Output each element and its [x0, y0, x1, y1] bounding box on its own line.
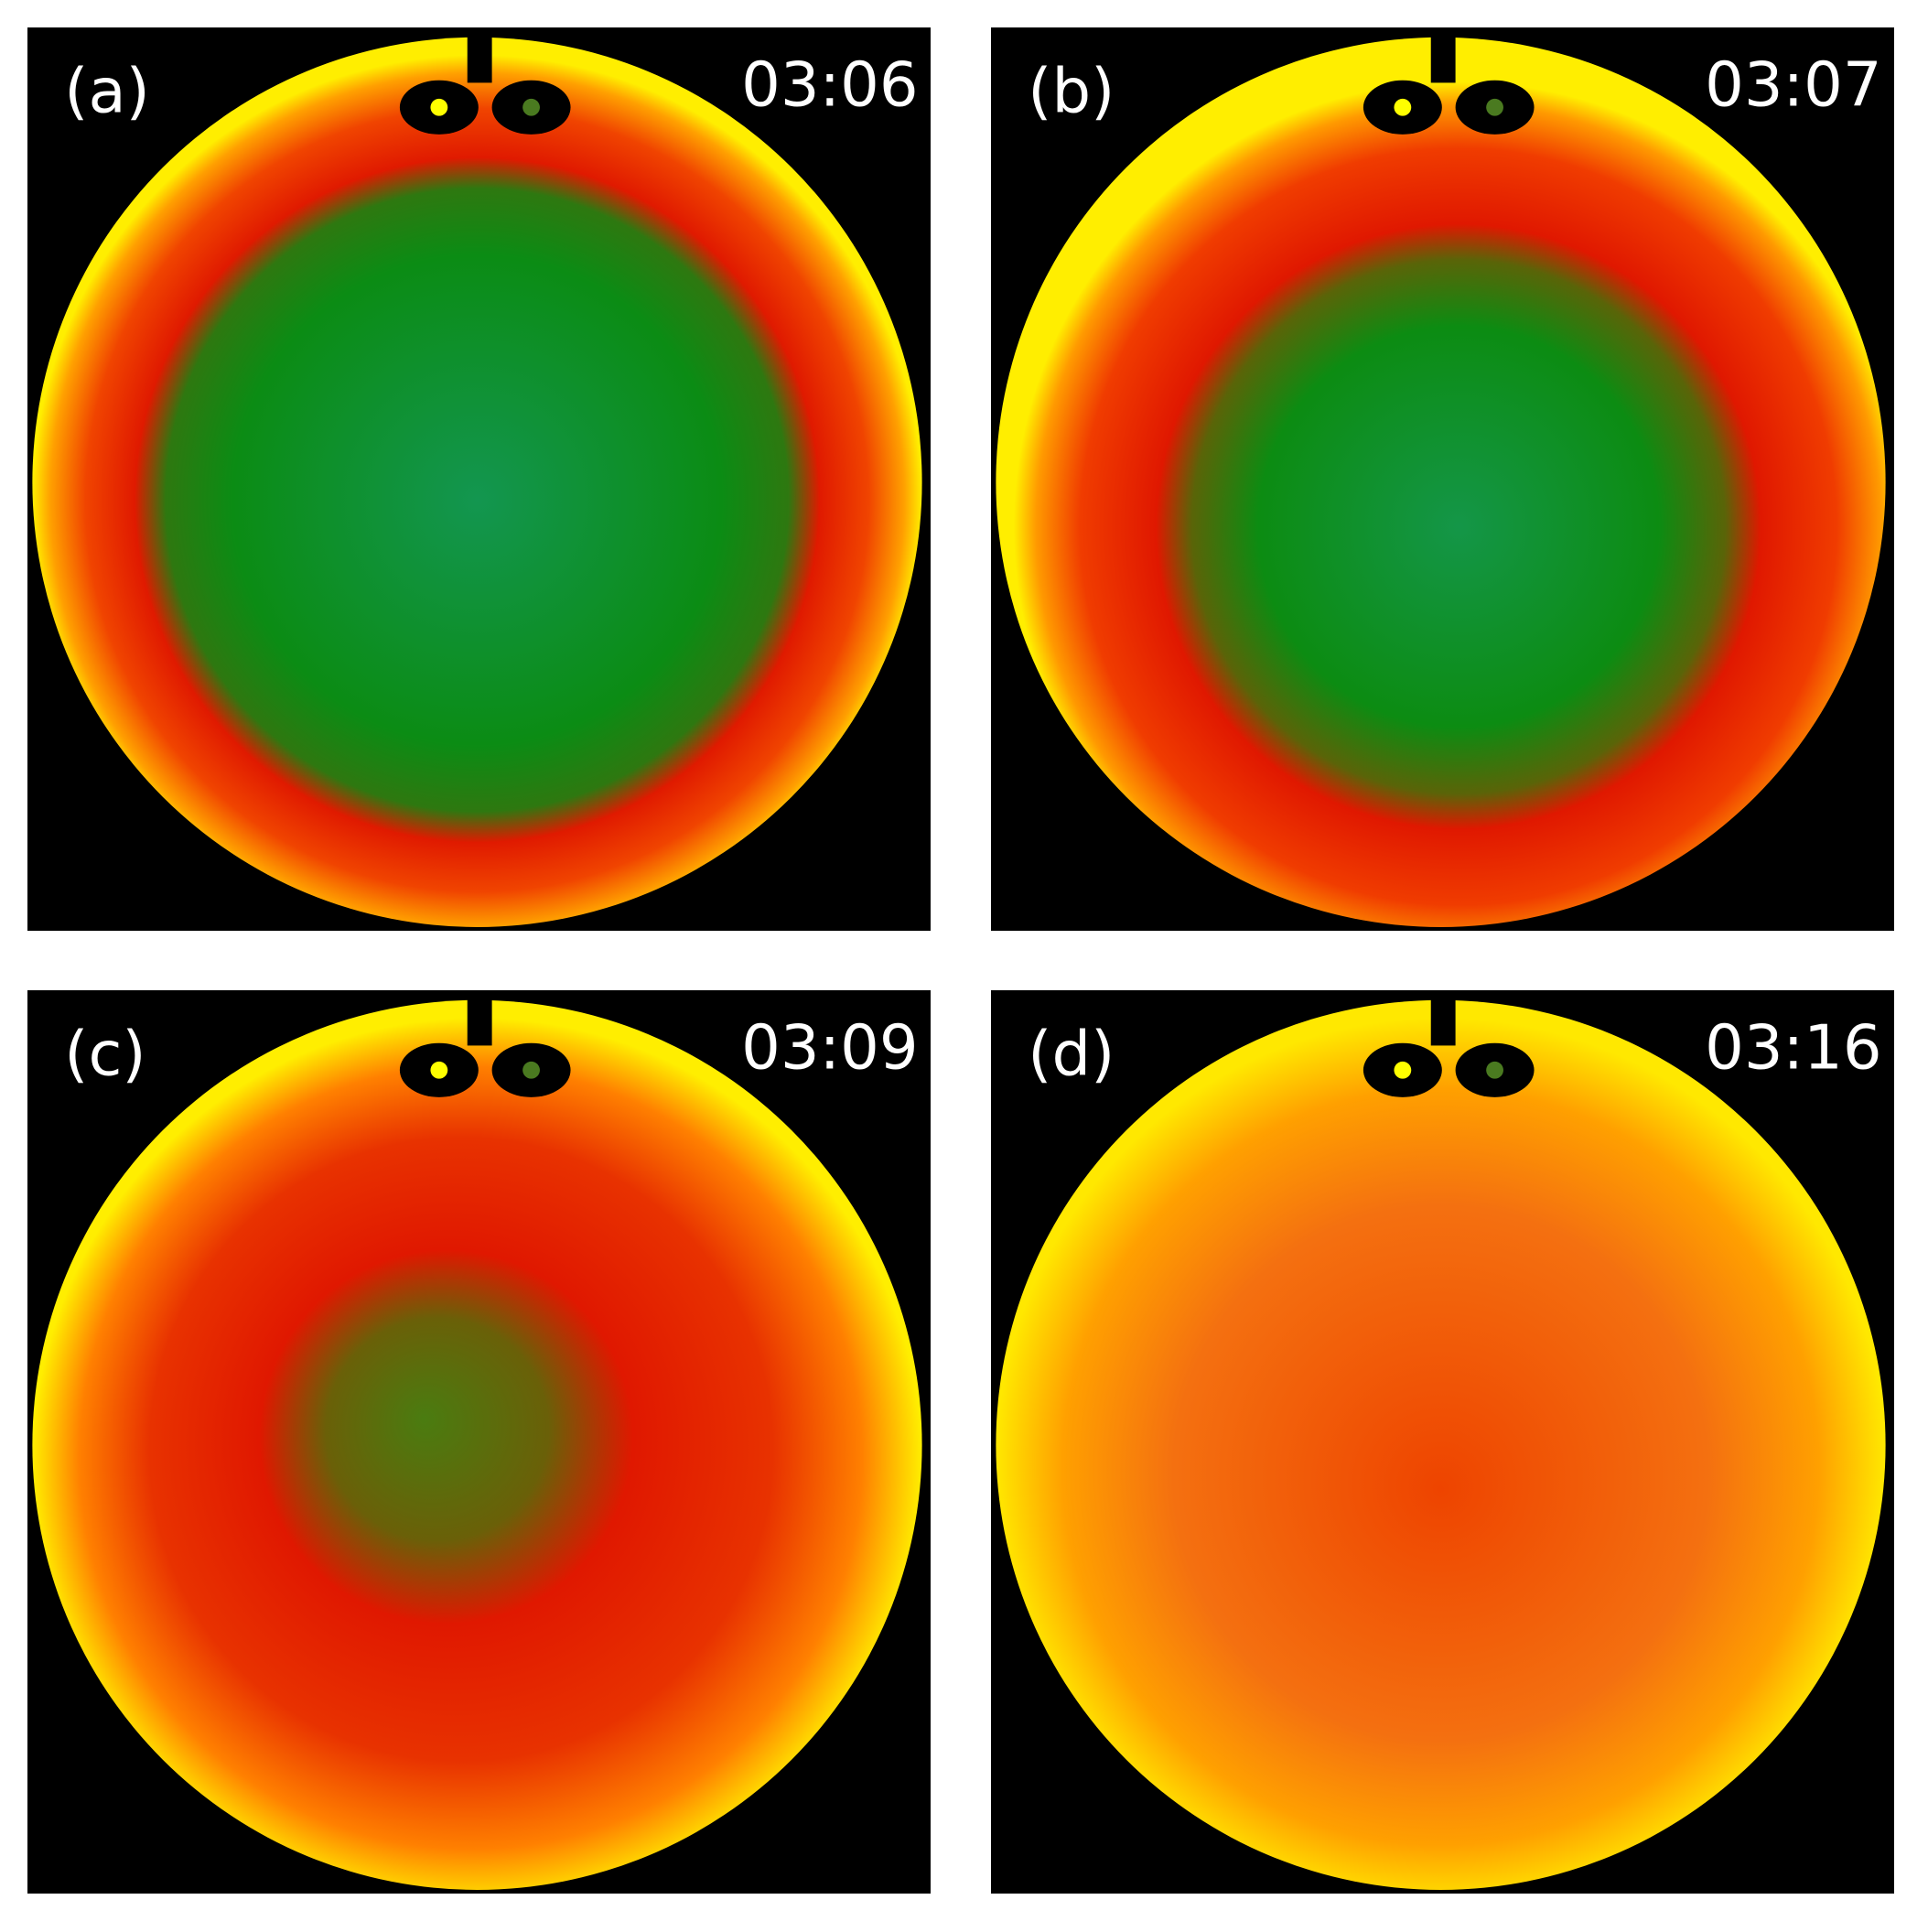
sky-disc [996, 37, 1886, 927]
sky-image-panel: (b) 03:07 [991, 27, 1894, 931]
sky-image-panel: (c) 03:09 [27, 990, 931, 1894]
camera-mount [1363, 990, 1535, 1097]
panel-time: 03:16 [1705, 1012, 1881, 1084]
panel-label: (d) [1028, 1018, 1115, 1089]
sky-disc [32, 37, 922, 927]
camera-mount [399, 990, 571, 1097]
sky-image-panel: (d) 03:16 [991, 990, 1894, 1894]
camera-mount [399, 27, 571, 135]
panel-time: 03:09 [741, 1012, 918, 1084]
panel-label: (c) [64, 1018, 145, 1089]
sky-disc [996, 999, 1886, 1890]
panel-time: 03:07 [1705, 49, 1881, 121]
panel-time: 03:06 [741, 49, 918, 121]
camera-mount [1363, 27, 1535, 135]
panel-label: (a) [64, 55, 150, 126]
panel-label: (b) [1028, 55, 1115, 126]
sky-disc [32, 999, 922, 1890]
sky-image-panel: (a) 03:06 [27, 27, 931, 931]
